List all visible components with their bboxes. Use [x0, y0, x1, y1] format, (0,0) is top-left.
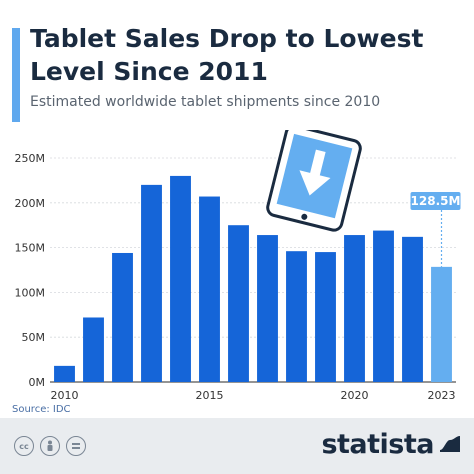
bar-2013 [141, 184, 162, 382]
page-subtitle: Estimated worldwide tablet shipments sin… [30, 94, 381, 110]
grid-lines [50, 157, 456, 383]
y-tick-label: 0M [29, 376, 46, 389]
x-axis-labels: 2010 2015 2020 2023 [51, 389, 456, 400]
statista-logo-icon [440, 436, 460, 452]
footer: cc statista [0, 418, 474, 474]
bar-2022 [402, 236, 423, 382]
bar-2020 [344, 235, 365, 382]
callout-value-label: 128.5M [411, 194, 461, 208]
y-tick-label: 150M [15, 242, 46, 255]
bar-2015 [199, 196, 220, 382]
bar-2014 [170, 175, 191, 382]
callout-box [410, 192, 461, 210]
bar-2010 [54, 365, 75, 382]
source-note: Source: IDC [12, 404, 71, 415]
x-tick-label: 2010 [51, 389, 79, 400]
attribution-icon [40, 436, 60, 456]
bar-2021 [373, 230, 394, 382]
bar-2016 [228, 225, 249, 382]
cc-license-icon: cc [14, 436, 34, 456]
x-tick-label: 2015 [196, 389, 224, 400]
y-tick-label: 50M [22, 331, 46, 344]
x-tick-label: 2023 [428, 389, 456, 400]
bar-2019 [315, 252, 336, 382]
x-tick-label: 2020 [341, 389, 369, 400]
bars [54, 175, 452, 382]
bar-2012 [112, 252, 133, 382]
y-tick-label: 100M [15, 286, 46, 299]
bar-2018 [286, 251, 307, 382]
bar-2023 [431, 266, 452, 382]
bar-chart: 0M 50M 100M 150M 200M 250M 2010 2015 2020 2023 1… [15, 130, 461, 400]
tablet-download-icon [266, 130, 362, 232]
license-icons: cc [14, 436, 86, 456]
y-tick-label: 200M [15, 197, 46, 210]
bar-2017 [257, 235, 278, 382]
bar-2011 [83, 317, 104, 382]
no-derivatives-icon [66, 436, 86, 456]
highlight-callout: 128.5M [410, 192, 461, 267]
page-title: Tablet Sales Drop to Lowest Level Since … [30, 24, 424, 86]
title-accent-bar [12, 28, 20, 122]
y-axis-labels: 0M 50M 100M 150M 200M 250M [15, 152, 46, 389]
statista-logo: statista [321, 429, 434, 460]
y-tick-label: 250M [15, 152, 46, 165]
